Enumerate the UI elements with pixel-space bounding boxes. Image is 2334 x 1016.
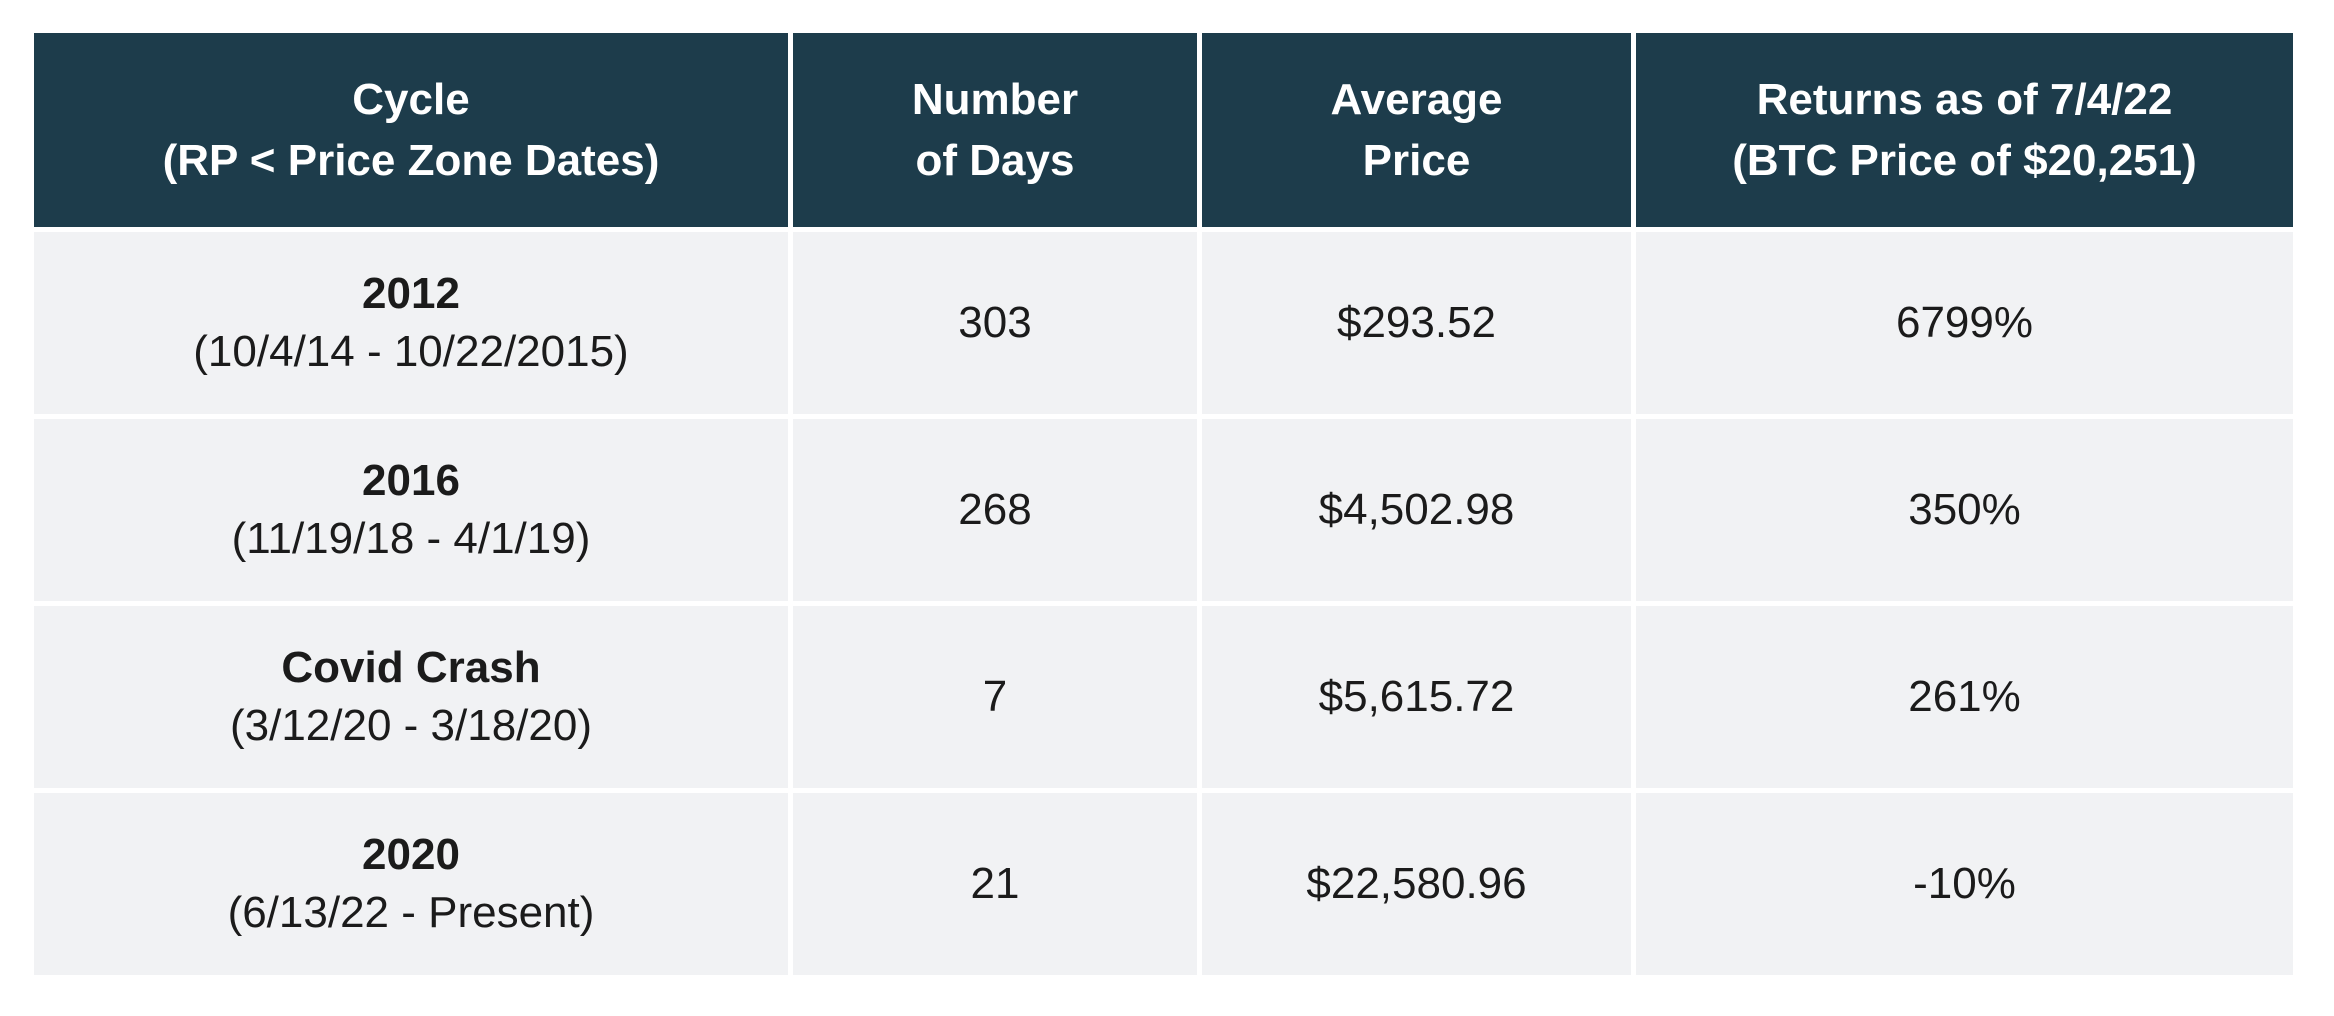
header-returns-line1: Returns as of 7/4/22 — [1756, 75, 2173, 124]
header-cycle-line2: (RP < Price Zone Dates) — [162, 136, 660, 185]
avg-price-value: $22,580.96 — [1306, 859, 1527, 908]
cycle-dates: (3/12/20 - 3/18/20) — [229, 701, 592, 750]
cell-returns: 261% — [1636, 606, 2293, 788]
header-cycle-line1: Cycle — [352, 75, 470, 124]
table-header-row: Cycle (RP < Price Zone Dates) Number of … — [34, 33, 2293, 227]
header-avg-price-line1: Average — [1330, 75, 1503, 124]
returns-value: 6799% — [1895, 298, 2033, 347]
cell-avg-price: $4,502.98 — [1202, 419, 1631, 601]
table-row-2012: 2012 (10/4/14 - 10/22/2015) 303 $293.52 … — [34, 232, 2293, 414]
table-row-covid-crash: Covid Crash (3/12/20 - 3/18/20) 7 $5,615… — [34, 606, 2293, 788]
cycle-name: 2016 — [362, 456, 460, 505]
cell-avg-price: $293.52 — [1202, 232, 1631, 414]
header-days-line2: of Days — [915, 136, 1075, 185]
cell-avg-price: $22,580.96 — [1202, 793, 1631, 975]
cycle-name: Covid Crash — [281, 643, 541, 692]
cell-cycle: 2020 (6/13/22 - Present) — [34, 793, 788, 975]
avg-price-value: $5,615.72 — [1318, 672, 1515, 721]
cell-cycle: 2016 (11/19/18 - 4/1/19) — [34, 419, 788, 601]
cycle-dates: (6/13/22 - Present) — [227, 888, 595, 937]
table-row-2016: 2016 (11/19/18 - 4/1/19) 268 $4,502.98 3… — [34, 419, 2293, 601]
cycle-dates: (11/19/18 - 4/1/19) — [231, 514, 591, 563]
header-days-line1: Number — [911, 75, 1079, 124]
table-row-2020: 2020 (6/13/22 - Present) 21 $22,580.96 -… — [34, 793, 2293, 975]
cell-days: 21 — [793, 793, 1197, 975]
avg-price-value: $293.52 — [1336, 298, 1497, 347]
header-cell-days: Number of Days — [793, 33, 1197, 227]
header-cell-cycle: Cycle (RP < Price Zone Dates) — [34, 33, 788, 227]
days-value: 268 — [958, 485, 1032, 534]
cycle-name: 2020 — [362, 830, 460, 879]
cell-avg-price: $5,615.72 — [1202, 606, 1631, 788]
cycle-name: 2012 — [362, 269, 460, 318]
header-returns-line2: (BTC Price of $20,251) — [1732, 136, 2197, 185]
cell-returns: 6799% — [1636, 232, 2293, 414]
cell-returns: 350% — [1636, 419, 2293, 601]
header-avg-price-line2: Price — [1362, 136, 1471, 185]
days-value: 7 — [982, 672, 1008, 721]
header-cell-avg-price: Average Price — [1202, 33, 1631, 227]
btc-cycle-returns-table: Cycle (RP < Price Zone Dates) Number of … — [34, 33, 2293, 975]
cell-cycle: 2012 (10/4/14 - 10/22/2015) — [34, 232, 788, 414]
returns-value: 350% — [1908, 485, 2021, 534]
returns-value: -10% — [1913, 859, 2016, 908]
cell-days: 7 — [793, 606, 1197, 788]
avg-price-value: $4,502.98 — [1318, 485, 1515, 534]
cell-returns: -10% — [1636, 793, 2293, 975]
cell-cycle: Covid Crash (3/12/20 - 3/18/20) — [34, 606, 788, 788]
days-value: 21 — [970, 859, 1020, 908]
returns-value: 261% — [1908, 672, 2021, 721]
header-cell-returns: Returns as of 7/4/22 (BTC Price of $20,2… — [1636, 33, 2293, 227]
cell-days: 303 — [793, 232, 1197, 414]
cycle-dates: (10/4/14 - 10/22/2015) — [193, 327, 629, 376]
cell-days: 268 — [793, 419, 1197, 601]
days-value: 303 — [958, 298, 1032, 347]
